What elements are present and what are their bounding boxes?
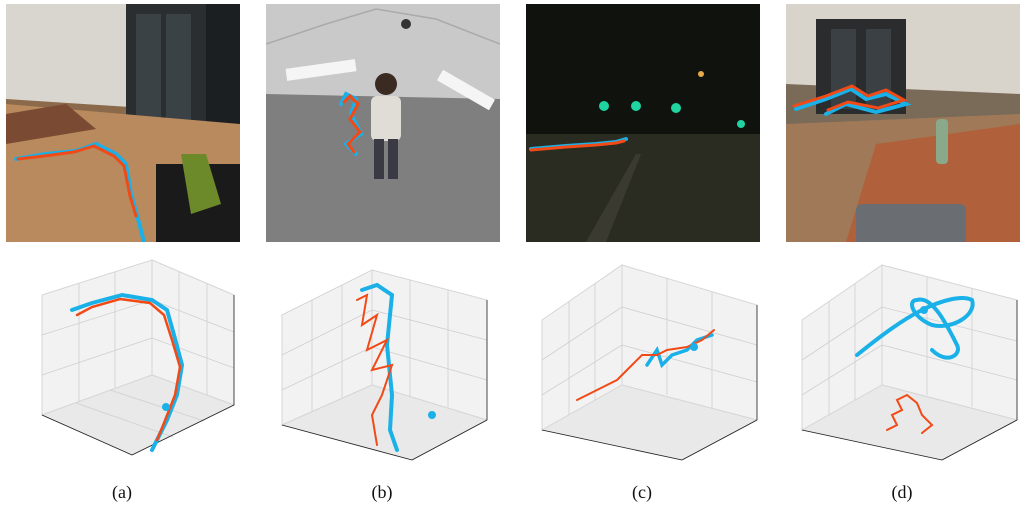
caption-a: (a)	[112, 482, 132, 502]
trajectory-3d-plot	[522, 255, 762, 475]
photo-capture-dome	[266, 4, 500, 242]
photo-indoor-living-room	[6, 4, 240, 242]
panel-d: (d)	[782, 0, 1022, 511]
panel-a: (a)	[2, 0, 242, 511]
caption-d: (d)	[891, 482, 913, 502]
panel-c: (c)	[522, 0, 762, 511]
photo-kitchen	[786, 4, 1020, 242]
trajectory-3d-plot	[2, 255, 242, 475]
trajectory-3d-plot	[262, 255, 502, 475]
trajectory-3d-plot	[782, 255, 1022, 475]
caption-b: (b)	[371, 482, 393, 502]
photo-night-street	[526, 4, 760, 242]
caption-c: (c)	[632, 482, 652, 502]
panel-b: (b)	[262, 0, 502, 511]
